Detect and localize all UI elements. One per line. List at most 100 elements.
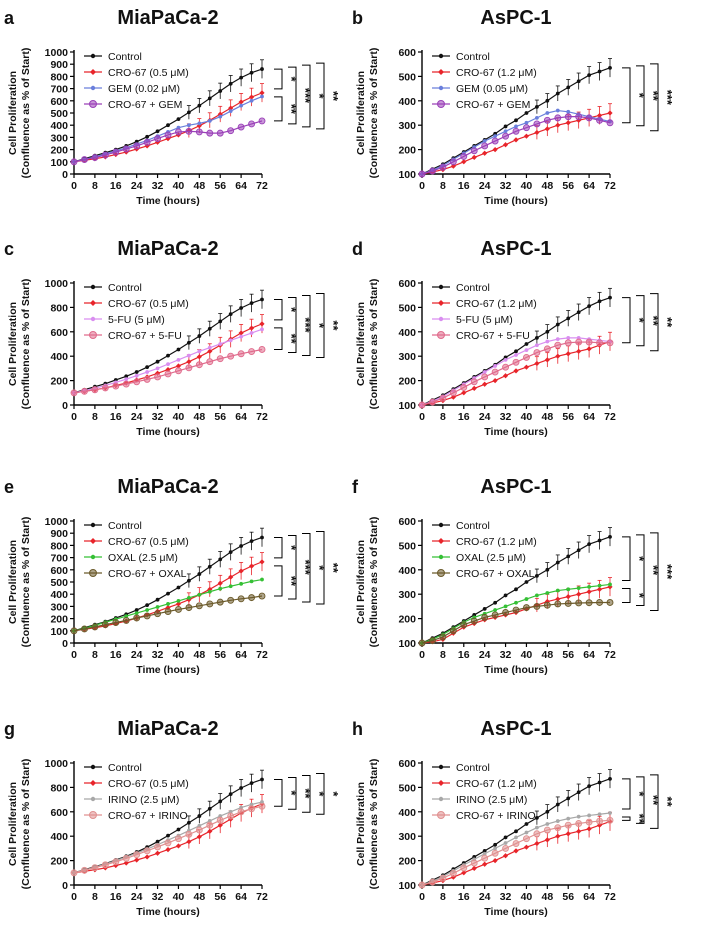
data-point <box>176 125 181 130</box>
legend-swatch-marker <box>438 554 444 560</box>
data-point <box>524 120 529 125</box>
y-tick-label: 200 <box>50 376 68 388</box>
y-tick-label: 1000 <box>45 516 69 528</box>
data-point <box>503 604 508 609</box>
chart-title: MiaPaCa-2 <box>117 718 218 740</box>
x-tick-label: 64 <box>583 891 595 903</box>
data-point <box>155 366 160 371</box>
legend-label: CRO-67 (1.2 μM) <box>456 778 537 790</box>
data-point <box>207 828 213 834</box>
legend-label: CRO-67 + IRINO <box>456 810 536 822</box>
x-tick-label: 16 <box>458 649 470 661</box>
significance-mark: *** <box>298 317 313 333</box>
data-point <box>428 398 436 406</box>
data-point <box>166 833 170 838</box>
y-tick-label: 600 <box>398 278 416 290</box>
series-2 <box>419 331 613 408</box>
data-point <box>586 589 592 595</box>
data-point <box>259 559 265 565</box>
data-point <box>555 596 561 602</box>
x-tick-label: 8 <box>92 649 98 661</box>
legend-label: IRINO (2.5 μM) <box>456 794 527 806</box>
y-axis-label: Cell Proliferation (Confluence as % of St… <box>355 759 380 890</box>
x-axis-label: Time (hours) <box>484 195 547 207</box>
data-point <box>439 163 447 171</box>
data-point <box>175 363 182 369</box>
data-point <box>249 301 254 306</box>
data-point <box>176 357 181 362</box>
data-point <box>207 348 213 354</box>
data-point <box>154 850 161 856</box>
data-point <box>164 131 172 139</box>
data-point <box>524 822 529 826</box>
panel-letter: a <box>4 8 15 28</box>
data-point <box>608 295 612 300</box>
legend-swatch-marker <box>437 331 445 339</box>
significance-brackets: ***** <box>274 772 341 815</box>
significance-label: *** <box>298 560 313 576</box>
data-point <box>470 378 478 386</box>
data-point <box>91 154 99 161</box>
data-point <box>491 849 499 857</box>
legend-label: Control <box>108 282 142 294</box>
y-axis-label: Cell Proliferation (Confluence as % of St… <box>355 48 380 179</box>
data-point <box>218 114 223 119</box>
data-point <box>470 147 478 155</box>
significance-label: * <box>284 790 299 796</box>
data-point <box>237 123 245 131</box>
data-point <box>186 340 191 345</box>
data-point <box>597 538 602 543</box>
x-tick-label: 40 <box>521 180 533 192</box>
data-point <box>564 339 572 347</box>
data-point <box>606 339 614 347</box>
data-point <box>576 828 582 834</box>
data-point <box>218 342 223 346</box>
bracket <box>288 776 297 810</box>
legend: Control CRO-67 (0.5 μM) GEM (0.02 μM) CRO-6… <box>84 51 189 111</box>
x-tick-label: 64 <box>583 649 595 661</box>
bracket <box>636 776 645 824</box>
panel-letter: f <box>352 477 359 497</box>
data-point <box>514 353 518 357</box>
data-point <box>555 560 560 565</box>
data-point <box>482 370 487 374</box>
data-point <box>566 796 571 801</box>
significance-mark: * <box>632 593 647 599</box>
x-axis-label: Time (hours) <box>484 426 547 438</box>
data-point <box>493 608 498 612</box>
bracket <box>650 63 659 132</box>
legend-swatch-marker <box>438 53 444 59</box>
data-point <box>566 85 571 90</box>
data-point <box>545 339 550 344</box>
data-point <box>197 592 202 597</box>
data-point <box>112 619 120 626</box>
y-tick-label: 100 <box>398 638 416 650</box>
series-2 <box>419 103 613 177</box>
significance-brackets: ***** <box>622 293 675 352</box>
legend-swatch-marker <box>438 316 444 322</box>
x-tick-label: 32 <box>152 411 164 423</box>
data-point <box>218 557 223 562</box>
chart-title: MiaPaCa-2 <box>117 476 218 498</box>
significance-mark: ** <box>326 320 341 331</box>
data-point <box>596 586 603 592</box>
y-tick-label: 400 <box>398 807 416 819</box>
data-point <box>493 842 498 847</box>
data-point <box>185 364 193 372</box>
x-tick-label: 0 <box>419 411 425 423</box>
significance-mark: * <box>632 318 647 324</box>
x-tick-label: 0 <box>419 180 425 192</box>
legend-label: Control <box>108 762 142 774</box>
x-tick-label: 8 <box>92 411 98 423</box>
significance-label: * <box>632 556 647 562</box>
data-point <box>124 614 129 619</box>
data-point <box>545 98 550 103</box>
data-point <box>185 127 193 135</box>
y-axis-label-line2: (Confluence as % of Start) <box>368 759 380 890</box>
data-point <box>512 127 520 135</box>
bracket <box>650 774 659 829</box>
data-point <box>197 823 202 828</box>
data-point <box>576 591 582 597</box>
data-point <box>502 132 510 140</box>
